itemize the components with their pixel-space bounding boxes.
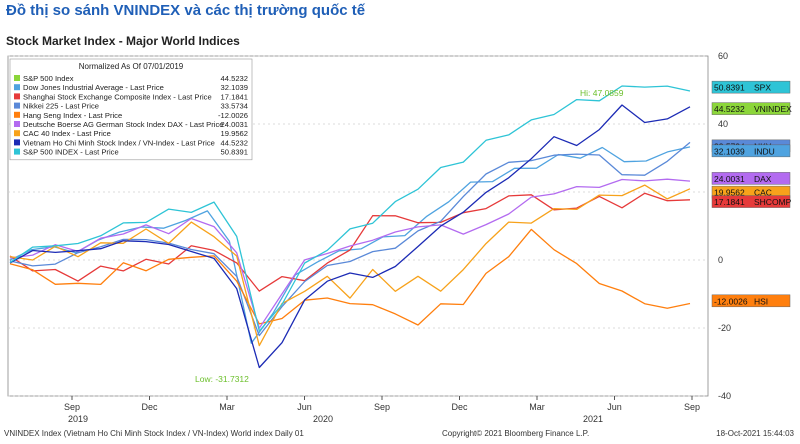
legend-value: -12.0026 <box>218 111 248 120</box>
series-line <box>9 141 691 337</box>
legend-value: 50.8391 <box>221 148 248 157</box>
end-tag-label: VNINDEX <box>754 104 792 114</box>
end-tag-label: SHCOMP <box>754 197 792 207</box>
end-tag-value: 32.1039 <box>714 146 745 156</box>
series-line <box>9 104 691 369</box>
series-line <box>9 178 691 329</box>
legend-label: Hang Seng Index - Last Price <box>23 111 122 120</box>
series-line <box>9 228 691 326</box>
end-tag <box>711 144 791 158</box>
legend-label: S&P 500 INDEX - Last Price <box>23 148 119 157</box>
chart-title: Stock Market Index - Major World Indices <box>6 34 240 48</box>
x-tick-label: Jun <box>607 402 622 412</box>
legend-swatch <box>14 93 20 100</box>
x-tick-label: Dec <box>451 402 468 412</box>
end-tag-label: DAX <box>754 174 772 184</box>
legend-title: Normalized As Of 07/01/2019 <box>79 62 184 71</box>
legend-value: 44.5232 <box>221 74 248 83</box>
legend-value: 32.1039 <box>221 83 248 92</box>
series-line <box>9 184 691 347</box>
footer-right: 18-Oct-2021 15:44:03 <box>716 429 794 438</box>
y-tick-label: 40 <box>718 119 728 129</box>
x-tick-label: Sep <box>374 402 390 412</box>
page-title: Đồ thị so sánh VNINDEX và các thị trường… <box>6 2 366 19</box>
series-line <box>9 192 691 292</box>
y-tick-label: -40 <box>718 391 731 401</box>
footer-left: VNINDEX Index (Vietnam Ho Chi Minh Stock… <box>4 429 304 438</box>
legend-value: 24.0031 <box>221 120 248 129</box>
end-tag <box>711 80 791 94</box>
legend-swatch <box>14 130 20 137</box>
x-year-label: 2021 <box>583 414 603 424</box>
legend-swatch <box>14 139 20 146</box>
high-annotation: Hi: 47.0859 <box>580 88 624 98</box>
end-tag <box>711 172 791 185</box>
end-tag-value: 17.1841 <box>714 197 745 207</box>
end-tag-value: 19.9562 <box>714 188 745 198</box>
x-tick-label: Mar <box>219 402 235 412</box>
end-tag <box>711 294 791 308</box>
end-tag <box>711 102 791 115</box>
legend-label: Dow Jones Industrial Average - Last Pric… <box>23 83 164 92</box>
x-tick-label: Sep <box>684 402 700 412</box>
legend-label: CAC 40 Index - Last Price <box>23 129 111 138</box>
x-tick-label: Sep <box>64 402 80 412</box>
chart-frame: Stock Market Index - Major World Indices… <box>2 28 798 442</box>
y-tick-label: 60 <box>718 51 728 61</box>
legend-label: S&P 500 Index <box>23 74 74 83</box>
legend-value: 17.1841 <box>221 92 248 101</box>
y-tick-label: 0 <box>718 255 723 265</box>
end-tag-value: 24.0031 <box>714 174 745 184</box>
legend-label: Nikkei 225 - Last Price <box>23 102 99 111</box>
end-tag-label: HSI <box>754 296 768 306</box>
line-chart: Stock Market Index - Major World Indices… <box>4 34 795 438</box>
end-tag-value: -12.0026 <box>714 296 748 306</box>
end-tag-label: SPX <box>754 83 771 93</box>
legend-label: Deutsche Boerse AG German Stock Index DA… <box>23 120 223 129</box>
legend-swatch <box>14 111 20 118</box>
end-tag-value: 44.5232 <box>714 104 745 114</box>
x-tick-label: Mar <box>529 402 545 412</box>
legend-value: 44.5232 <box>221 138 248 147</box>
end-tag-label: INDU <box>754 146 775 156</box>
legend-box <box>9 58 253 161</box>
end-tag-label: CAC <box>754 188 772 198</box>
legend-label: Vietnam Ho Chi Minh Stock Index / VN-Ind… <box>23 138 215 147</box>
legend-label: Shanghai Stock Exchange Composite Index … <box>23 92 212 101</box>
low-annotation: Low: -31.7312 <box>195 374 249 384</box>
legend-value: 19.9562 <box>221 129 248 138</box>
footer-center: Copyright© 2021 Bloomberg Finance L.P. <box>442 429 589 438</box>
legend-swatch <box>14 75 20 81</box>
legend-value: 33.5734 <box>221 102 248 111</box>
series-line <box>9 85 691 332</box>
end-tag <box>711 195 791 208</box>
legend-swatch <box>14 121 20 127</box>
legend-swatch <box>14 84 20 91</box>
y-tick-label: -20 <box>718 323 731 333</box>
x-tick-label: Dec <box>141 402 158 412</box>
legend-swatch <box>14 102 20 109</box>
legend-swatch <box>14 148 20 155</box>
x-tick-label: Jun <box>297 402 312 412</box>
end-tag-value: 50.8391 <box>714 83 745 93</box>
x-year-label: 2019 <box>68 414 88 424</box>
x-year-label: 2020 <box>313 414 333 424</box>
